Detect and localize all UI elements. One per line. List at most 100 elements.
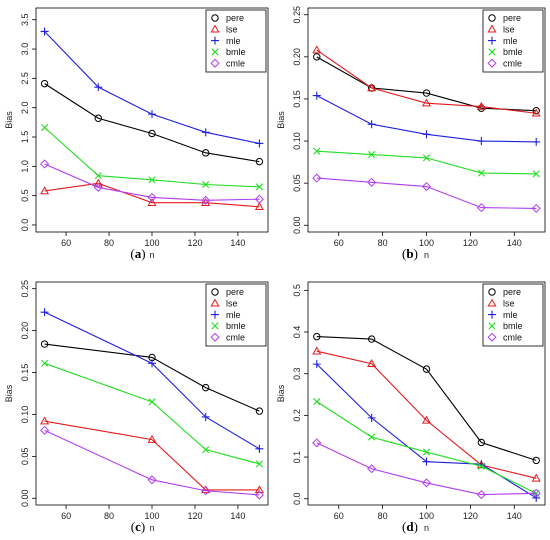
legend-marker-bmle [211, 48, 219, 56]
y-axis-label: Bias [276, 111, 286, 129]
y-tick-label: 0.20 [20, 322, 30, 340]
y-tick-label: 0.10 [292, 132, 302, 150]
data-point-cmle [201, 486, 211, 496]
series-line-lse [316, 350, 537, 479]
data-point-pere [94, 114, 102, 122]
legend-marker-mle [211, 310, 219, 319]
y-axis-label: Bias [276, 384, 286, 402]
data-point-bmle [477, 169, 485, 177]
series-lse [40, 178, 264, 211]
x-tick-label: 140 [507, 238, 522, 248]
x-tick-label: 140 [230, 511, 245, 521]
x-tick-label: 120 [187, 511, 202, 521]
legend-label-pere: pere [226, 287, 244, 297]
x-tick-label: 120 [463, 238, 478, 248]
chart-panel-b: 60 80 100 120 140 0.00 0.05 0.10 0.15 0.20 0.25 n Bi… [276, 6, 546, 261]
legend-marker-bmle [488, 48, 496, 56]
data-point-lse [367, 83, 377, 92]
data-point-bmle [255, 460, 263, 468]
y-tick-label: 2.5 [20, 72, 30, 85]
data-point-cmle [421, 181, 432, 192]
x-tick-label: 60 [334, 238, 344, 248]
data-point-lse [421, 98, 432, 107]
legend-marker-bmle [211, 322, 219, 330]
legend-label-pere: pere [503, 287, 521, 297]
data-point-mle [94, 83, 103, 92]
legend-label-bmle: bmle [503, 321, 523, 331]
data-point-bmle [368, 150, 376, 159]
panel-caption: (b) [402, 246, 418, 261]
series-cmle [40, 425, 264, 500]
y-tick-label: 1.0 [20, 160, 30, 173]
y-tick-label: 0.2 [292, 409, 302, 422]
data-point-bmle [313, 398, 321, 406]
data-point-bmle [422, 154, 431, 162]
data-point-mle [312, 360, 321, 369]
x-tick-label: 60 [61, 511, 71, 521]
data-point-cmle [254, 194, 264, 204]
data-point-lse [312, 346, 322, 355]
data-point-bmle [255, 183, 263, 191]
series-lse [40, 416, 264, 494]
y-tick-label: 0.3 [292, 367, 302, 380]
series-line-cmle [316, 177, 537, 209]
legend-marker-cmle [487, 332, 497, 342]
data-point-lse [531, 108, 541, 117]
y-tick-label: 2.0 [20, 101, 30, 114]
data-point-mle [312, 91, 321, 100]
data-point-mle [148, 110, 156, 119]
legend-marker-cmle [487, 58, 497, 68]
x-axis-label: n [149, 523, 154, 533]
x-tick-label: 80 [378, 511, 388, 521]
series-mle [312, 91, 541, 146]
legend-marker-lse [210, 298, 220, 307]
y-tick-label: 0.05 [292, 174, 302, 192]
panel-caption: (a) [130, 246, 145, 261]
data-point-cmle [40, 159, 50, 169]
series-pere [313, 332, 540, 465]
data-point-cmle [367, 177, 377, 187]
legend-marker-pere [488, 14, 496, 22]
series-line-lse [316, 49, 537, 114]
data-point-lse [147, 434, 157, 443]
data-point-pere [202, 383, 210, 392]
data-point-lse [147, 197, 157, 206]
legend-marker-mle [488, 36, 496, 45]
series-line-mle [316, 363, 537, 499]
x-tick-label: 120 [187, 238, 202, 248]
legend-label-lse: lse [503, 25, 515, 35]
series-bmle [313, 398, 540, 497]
chart-panel-a: 60 80 100 120 140 0.0 0.5 1.0 1.5 2.0 2.5 3.0 3.5 n Bi… [4, 7, 269, 261]
data-point-pere [40, 340, 49, 348]
y-tick-label: 0.00 [20, 490, 30, 508]
data-point-cmle [201, 195, 211, 205]
x-tick-label: 100 [419, 511, 434, 521]
data-point-bmle [41, 124, 49, 132]
data-point-mle [40, 308, 49, 317]
y-tick-label: 3.5 [20, 13, 30, 26]
data-point-cmle [40, 425, 50, 435]
legend-label-lse: lse [226, 299, 238, 309]
data-point-cmle [312, 438, 322, 448]
series-line-mle [44, 311, 260, 450]
chart-panel-d: 60 80 100 120 140 0.0 0.1 0.2 0.3 0.4 0.5 n Bias pere… [276, 281, 546, 534]
series-cmle [40, 159, 264, 205]
data-point-pere [367, 335, 376, 343]
data-point-mle [201, 412, 210, 421]
series-mle [40, 27, 264, 148]
data-point-lse [40, 416, 50, 425]
series-line-cmle [316, 442, 537, 496]
data-point-mle [367, 413, 376, 422]
data-point-pere [422, 365, 431, 373]
data-point-pere [40, 79, 49, 88]
x-tick-label: 140 [507, 511, 522, 521]
legend-marker-lse [487, 298, 497, 307]
y-tick-label: 0.00 [292, 216, 302, 234]
x-tick-label: 80 [378, 238, 388, 248]
data-point-pere [255, 407, 264, 415]
data-point-lse [93, 178, 103, 187]
data-point-mle [201, 128, 210, 137]
